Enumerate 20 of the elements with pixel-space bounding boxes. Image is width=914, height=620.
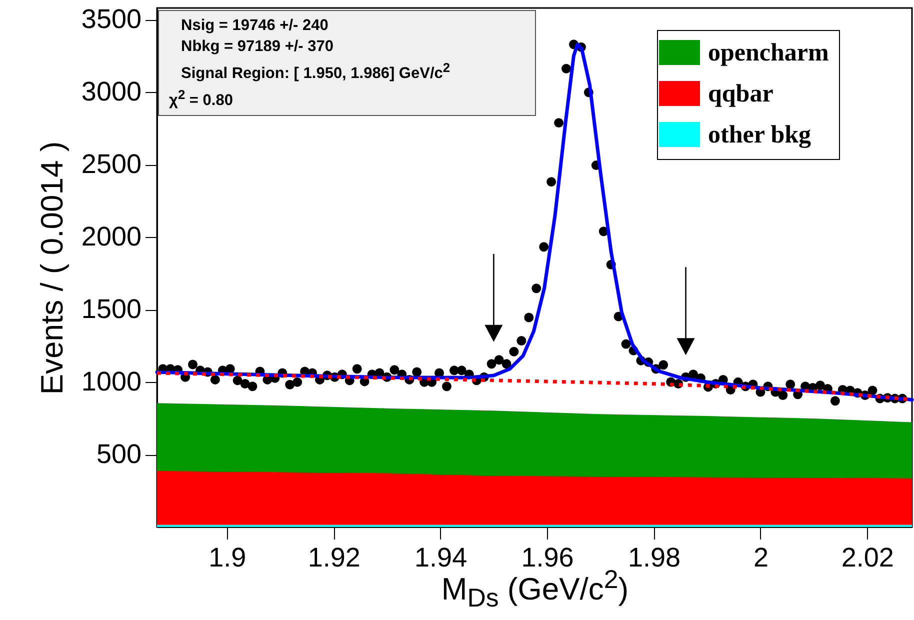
y-tick-label: 500 xyxy=(96,439,142,470)
legend-label: other bkg xyxy=(708,122,812,148)
y-tick-label: 1000 xyxy=(81,366,142,397)
y-axis-title: Events / ( 0.0014 ) xyxy=(34,141,70,395)
x-tick-label: 1.9 xyxy=(208,542,246,572)
y-tick-label: 1500 xyxy=(81,294,142,324)
annotation: Nsig = 19746 +/- 240 xyxy=(180,16,330,36)
x-tick-label: 2 xyxy=(753,542,768,572)
legend-label: qqbar xyxy=(708,80,774,108)
x-tick-label: 1.98 xyxy=(628,542,681,572)
y-tick-label: 3000 xyxy=(81,76,142,107)
y-tick-label: 2000 xyxy=(81,222,142,252)
annotation: Signal Region: [ 1.950, 1.986] GeV/c$^{2}$ xyxy=(180,59,452,84)
y-tick-label: 3500 xyxy=(81,4,142,34)
y-tick-label: 2500 xyxy=(81,149,142,180)
annotation: Nbkg = 97189 +/- 370 xyxy=(180,37,335,57)
annotation: χ$^{2}$ = 0.80 xyxy=(168,86,234,112)
x-tick-label: 1.92 xyxy=(308,542,360,572)
x-tick-label: 2.02 xyxy=(841,542,894,572)
legend-label: opencharm xyxy=(708,40,829,66)
